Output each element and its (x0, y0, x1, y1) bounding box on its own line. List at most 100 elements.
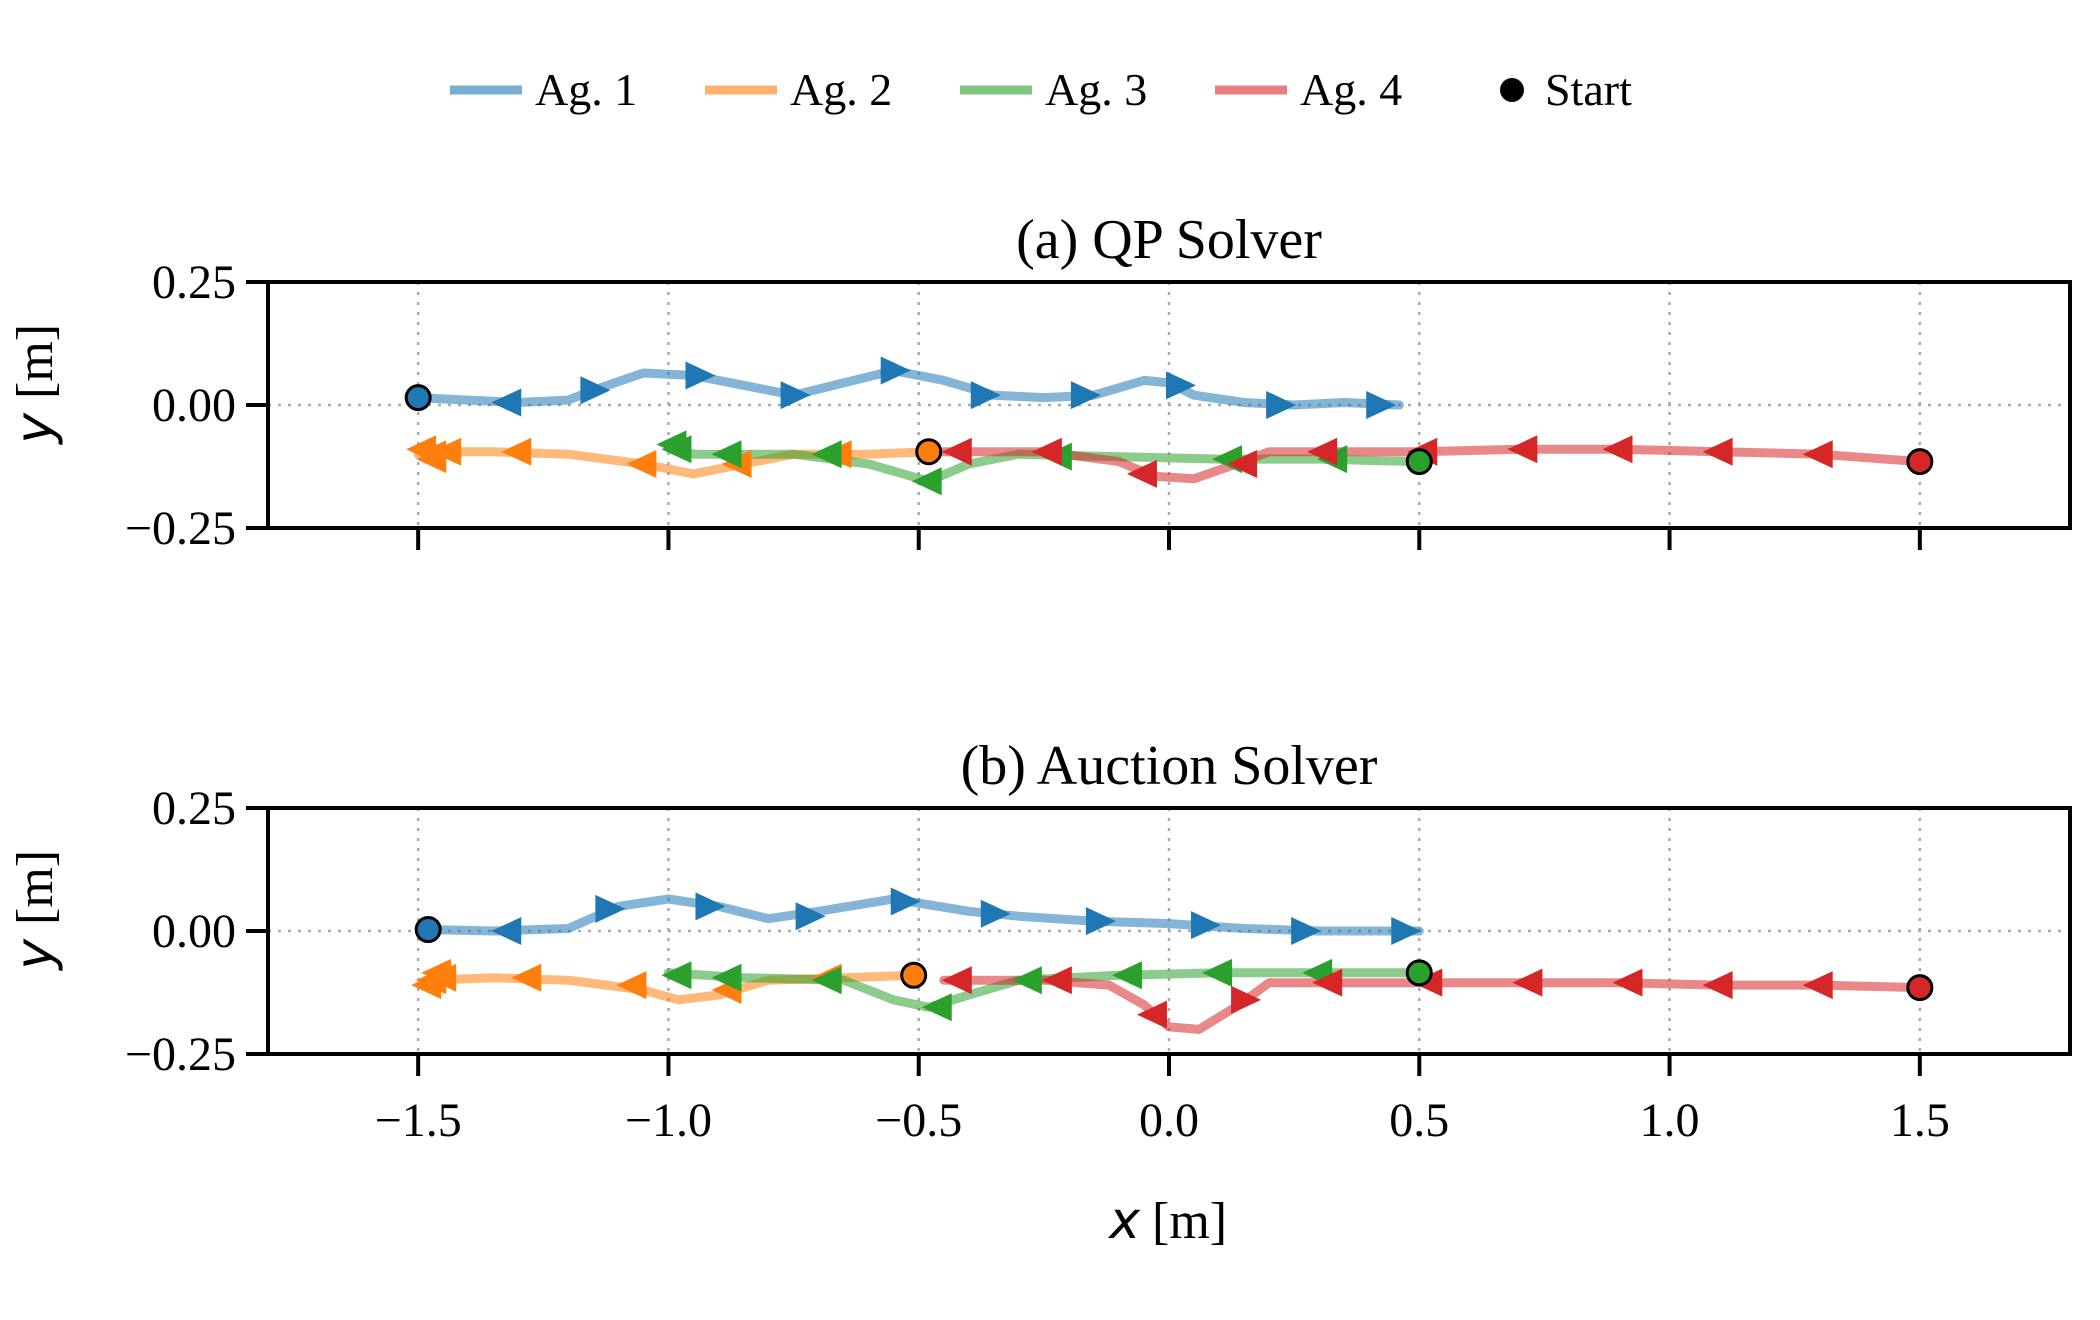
legend-item-ag-4: Ag. 4 (1215, 64, 1402, 115)
direction-arrow-ag-1 (970, 381, 1001, 410)
legend-item-ag-1: Ag. 1 (450, 64, 637, 115)
direction-arrow-ag-2 (431, 437, 462, 466)
direction-arrow-ag-3 (661, 961, 692, 990)
y-tick-label: 0.25 (152, 782, 236, 835)
y-tick-label: −0.25 (125, 502, 236, 555)
start-marker-ag-2 (900, 961, 928, 989)
direction-arrow-ag-1 (491, 388, 522, 417)
direction-arrow-ag-1 (580, 376, 611, 405)
direction-arrow-ag-2 (626, 450, 657, 479)
start-marker-ag-3 (1405, 959, 1433, 987)
direction-arrow-ag-4 (941, 437, 972, 466)
direction-arrow-ag-1 (595, 894, 626, 923)
y-tick-label: −0.25 (125, 1028, 236, 1081)
direction-arrow-ag-4 (1312, 968, 1343, 997)
x-axis-label-unit: [m] (1152, 1193, 1227, 1250)
trajectory-ag-4 (939, 444, 1925, 484)
direction-arrow-ag-2 (416, 445, 447, 474)
panel-title: (a) QP Solver (1016, 209, 1322, 271)
start-marker-ag-3 (1405, 448, 1433, 476)
trajectory-ag-1 (423, 894, 1424, 936)
legend-item-start: Start (1500, 64, 1632, 115)
x-tick-label: −1.5 (375, 1094, 462, 1147)
direction-arrow-ag-2 (616, 971, 647, 1000)
legend-label-ag-2: Ag. 2 (790, 64, 892, 115)
direction-arrow-ag-4 (1136, 1000, 1167, 1029)
x-tick-label: 1.0 (1640, 1094, 1700, 1147)
x-tick-label: −0.5 (875, 1094, 962, 1147)
direction-arrow-ag-1 (685, 361, 716, 390)
legend-item-ag-3: Ag. 3 (960, 64, 1147, 115)
direction-arrow-ag-4 (1031, 437, 1062, 466)
start-marker-ag-4 (1906, 448, 1934, 476)
direction-arrow-ag-1 (1166, 371, 1197, 400)
start-marker-ag-1 (404, 384, 432, 412)
direction-arrow-ag-1 (1291, 917, 1322, 945)
direction-arrow-ag-1 (1085, 907, 1116, 936)
direction-arrow-ag-1 (491, 917, 522, 945)
direction-arrow-ag-1 (890, 887, 921, 916)
x-axis-label-symbol: x (1107, 1191, 1141, 1251)
legend-label-ag-1: Ag. 1 (535, 64, 637, 115)
direction-arrow-ag-1 (780, 381, 811, 410)
x-axis-label: x [m] (1107, 1191, 1227, 1251)
direction-arrow-ag-3 (656, 430, 687, 459)
legend-item-ag-2: Ag. 2 (705, 64, 892, 115)
legend-swatch-start-marker (1500, 78, 1524, 102)
trajectory-ag-4 (939, 975, 1925, 1034)
direction-arrow-ag-4 (1227, 450, 1258, 479)
direction-arrow-ag-3 (811, 440, 842, 469)
direction-arrow-ag-4 (1307, 437, 1338, 466)
direction-arrow-ag-3 (1011, 966, 1042, 995)
trajectory-ag-1 (413, 366, 1404, 410)
legend-label-ag-3: Ag. 3 (1045, 64, 1147, 115)
direction-arrow-ag-1 (1070, 381, 1101, 410)
y-axis-label: y [m] (5, 850, 65, 972)
direction-arrow-ag-1 (695, 892, 726, 921)
start-marker-ag-1 (414, 916, 442, 944)
direction-arrow-ag-1 (1366, 391, 1397, 419)
direction-arrow-ag-4 (1512, 968, 1543, 997)
direction-arrow-ag-1 (1191, 911, 1222, 940)
direction-arrow-ag-2 (501, 437, 532, 466)
x-tick-label: −1.0 (625, 1094, 712, 1147)
direction-arrow-ag-4 (941, 966, 972, 995)
panel-title: (b) Auction Solver (961, 735, 1378, 797)
direction-arrow-ag-3 (911, 467, 942, 496)
direction-arrow-ag-1 (1266, 391, 1297, 419)
direction-arrow-ag-3 (1202, 958, 1233, 987)
y-axis-label: y [m] (5, 324, 65, 446)
direction-arrow-ag-3 (921, 993, 952, 1022)
direction-arrow-ag-2 (511, 963, 542, 992)
trajectory-ag-3 (663, 968, 1424, 1012)
direction-arrow-ag-4 (1231, 985, 1262, 1014)
direction-arrow-ag-2 (421, 958, 452, 987)
legend-label-ag-4: Ag. 4 (1300, 64, 1402, 115)
direction-arrow-ag-1 (1391, 917, 1422, 945)
direction-arrow-ag-4 (1507, 435, 1538, 464)
x-tick-label: 0.5 (1389, 1094, 1449, 1147)
direction-arrow-ag-4 (1126, 459, 1157, 488)
direction-arrow-ag-3 (1111, 961, 1142, 990)
y-tick-label: 0.00 (152, 905, 236, 958)
direction-arrow-ag-4 (1041, 966, 1072, 995)
direction-arrow-ag-1 (880, 356, 911, 385)
direction-arrow-ag-4 (1612, 968, 1643, 997)
direction-arrow-ag-4 (1702, 971, 1733, 1000)
start-marker-ag-2 (915, 438, 943, 466)
y-tick-label: 0.25 (152, 256, 236, 309)
direction-arrow-ag-4 (1602, 435, 1633, 464)
direction-arrow-ag-1 (980, 899, 1011, 928)
direction-arrow-ag-1 (795, 902, 826, 931)
panel-auction-solver: (b) Auction Solver −1.5 −1.0 −0.5 0.0 0.5 1.0 1… (5, 735, 2072, 1147)
x-tick-label: 0.0 (1139, 1094, 1199, 1147)
panel-qp-solver: (a) QP Solver 0.25 0.00 −0.25 y [m] (5, 209, 2072, 555)
direction-arrow-ag-4 (1702, 437, 1733, 466)
legend: Ag. 1 Ag. 2 Ag. 3 Ag. 4 Start (450, 64, 1632, 115)
y-axis-label-symbol: y (5, 412, 65, 446)
direction-arrow-ag-3 (711, 963, 742, 992)
direction-arrow-ag-4 (1802, 971, 1833, 1000)
y-axis-label-unit: [m] (7, 324, 64, 399)
x-tick-label: 1.5 (1890, 1094, 1950, 1147)
